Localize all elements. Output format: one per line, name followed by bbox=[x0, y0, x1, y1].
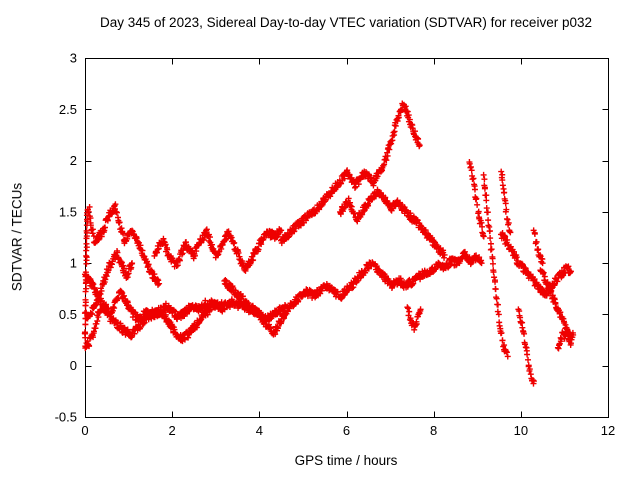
chart-title: Day 345 of 2023, Sidereal Day-to-day VTE… bbox=[100, 15, 592, 30]
x-axis-label: GPS time / hours bbox=[294, 453, 398, 468]
y-axis-label: SDTVAR / TECUs bbox=[9, 182, 25, 292]
